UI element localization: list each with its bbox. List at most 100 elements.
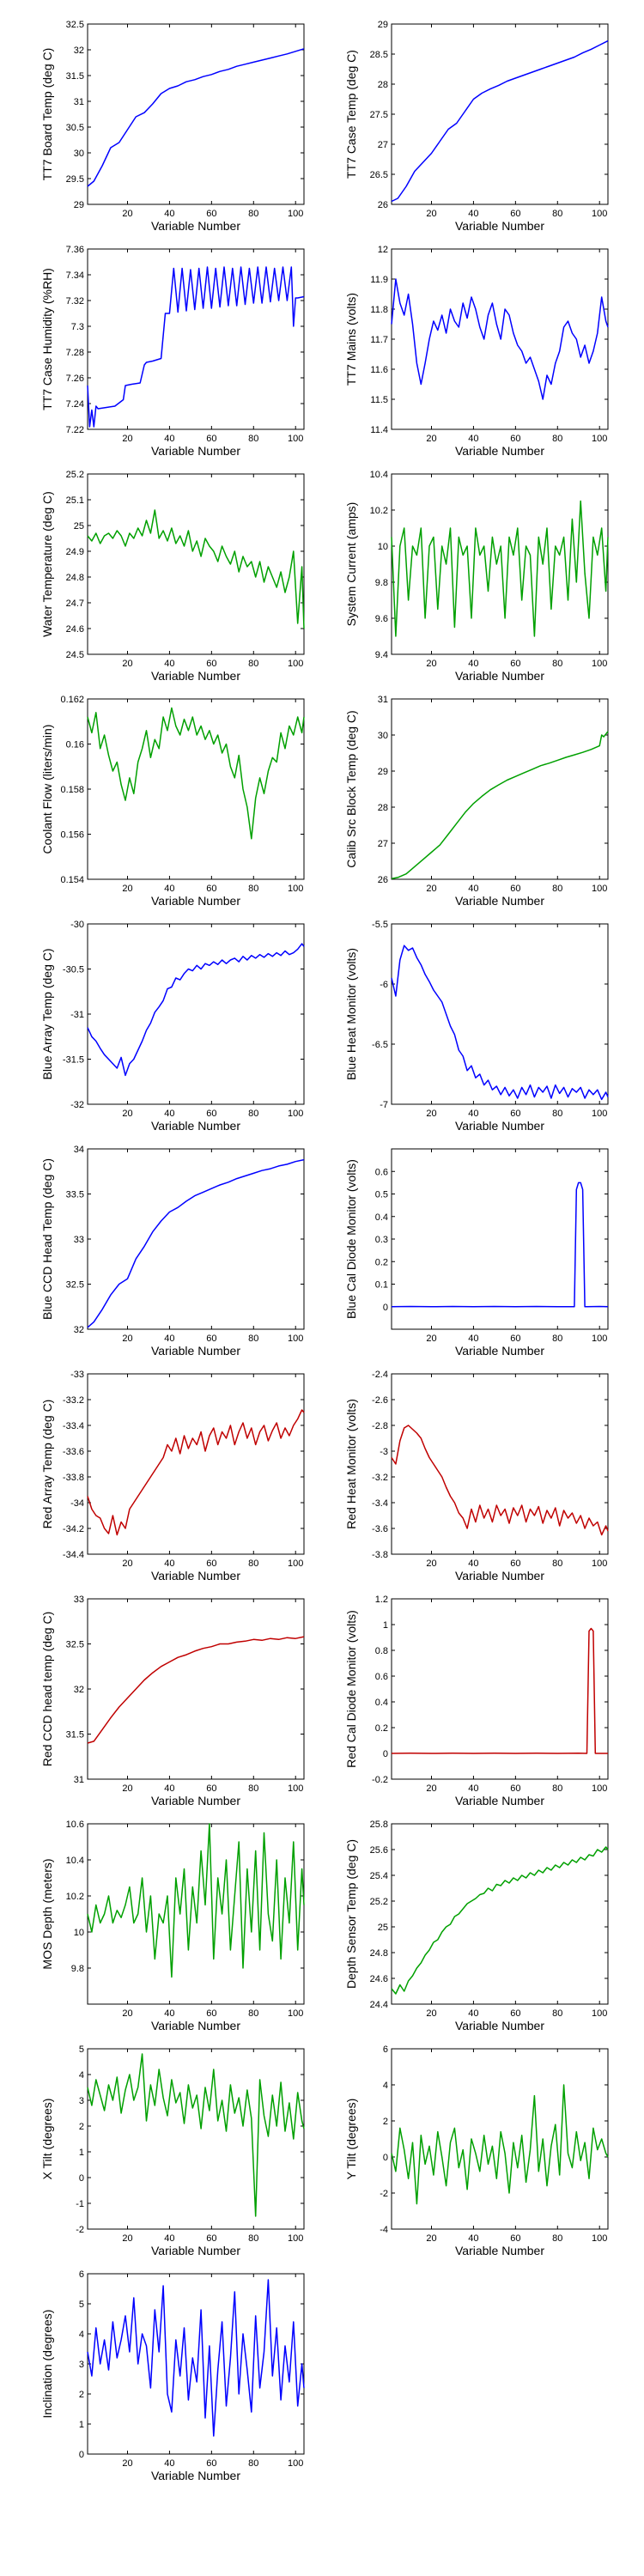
y-tick-label: -31 [70,1010,84,1020]
x-tick-label: 60 [510,659,520,669]
series-line [87,1409,305,1536]
y-tick-label: 0 [383,2153,388,2163]
y-tick-label: -2.4 [372,1370,388,1380]
y-tick-label: 0.5 [375,1190,388,1200]
x-tick-label: 100 [592,659,607,669]
x-tick-label: 80 [248,1334,258,1344]
x-tick-label: 100 [592,1109,607,1119]
y-tick-label: 0.16 [66,740,84,750]
y-tick-label: 1 [79,2420,84,2430]
y-tick-label: 10 [378,542,388,552]
x-tick-label: 40 [468,2008,478,2019]
chart-panel-17: 20 40 60 80 100 9.8 10 10.2 10.4 10.6 Variable Num… [40,1820,305,2032]
x-tick-label: 100 [288,659,303,669]
chart-panel-4: 20 40 60 80 100 11.4 11.5 11.6 11.7 11.8 11.9 12 Var… [344,245,609,458]
x-axis-label: Variable Number [455,1344,544,1358]
y-tick-label: 1.2 [375,1595,388,1605]
x-tick-label: 40 [468,2233,478,2244]
x-tick-label: 60 [510,2008,520,2019]
x-tick-label: 20 [426,1109,436,1119]
series-line [391,1627,608,1754]
x-axis-label: Variable Number [151,2244,240,2257]
y-tick-label: 32 [74,46,84,56]
series-line [87,2279,305,2437]
chart-panel-7: 20 40 60 80 100 0.154 0.156 0.158 0.16 0.162 Varia… [40,695,305,908]
y-tick-label: 1 [79,2148,84,2158]
x-axis-label: Variable Number [151,2019,240,2032]
x-axis-label: Variable Number [151,1119,240,1133]
x-tick-label: 40 [468,1783,478,1794]
x-axis-label: Variable Number [455,219,544,233]
y-tick-label: 24.8 [66,573,84,583]
x-tick-label: 40 [468,1334,478,1344]
y-tick-label: 7.28 [66,348,84,358]
x-tick-label: 80 [248,1109,258,1119]
plot-frame [391,23,609,205]
x-tick-label: 60 [206,2008,216,2019]
y-axis-label: MOS Depth (meters) [40,1858,54,1969]
plot-frame [87,23,305,205]
series-line [87,1636,305,1744]
x-tick-label: 60 [510,2233,520,2244]
x-tick-label: 40 [164,1109,174,1119]
y-tick-label: 0.2 [375,1257,388,1267]
x-tick-label: 100 [592,209,607,219]
x-tick-label: 60 [206,2458,216,2469]
series-line [391,1182,609,1308]
chart-panel-10: 20 40 60 80 100 -7 -6.5 -6 -5.5 Variable Number Bl… [344,920,609,1133]
y-tick-label: 10 [74,1928,84,1938]
y-tick-label: 27 [378,140,388,150]
chart-panel-16: 20 40 60 80 100 -0.2 0 0.2 0.4 0.6 0.8 1 1.2 Variable… [344,1595,609,1807]
x-tick-label: 40 [468,884,478,894]
y-axis-label: System Current (amps) [344,502,358,627]
y-tick-label: 4 [383,2081,388,2091]
x-axis-label: Variable Number [455,444,544,458]
y-tick-label: -1 [76,2199,84,2209]
y-tick-label: 11.9 [370,275,388,285]
y-tick-label: 26 [378,200,388,210]
y-tick-label: 7.32 [66,296,84,307]
y-axis-label: TT7 Case Temp (deg C) [344,50,358,179]
y-axis-label: TT7 Mains (volts) [344,293,358,386]
y-tick-label: 27.5 [370,110,388,120]
chart-panel-2: 20 40 60 80 100 26 26.5 27 27.5 28 28.5 29 Variable … [344,20,609,233]
y-tick-label: 25 [74,521,84,532]
y-tick-label: 0 [383,1303,388,1313]
x-tick-label: 80 [552,884,562,894]
y-tick-label: 11.7 [370,335,388,345]
series-line [87,48,305,187]
y-tick-label: 25.2 [370,1897,388,1907]
x-tick-label: 20 [122,884,132,894]
x-tick-label: 20 [426,209,436,219]
y-tick-label: 28 [378,803,388,813]
x-tick-label: 20 [122,1783,132,1794]
plot-frame [87,1598,305,1780]
x-axis-label: Variable Number [151,894,240,908]
y-tick-label: 25.4 [370,1871,388,1881]
plot-frame [391,473,609,655]
x-tick-label: 40 [164,434,174,444]
x-tick-label: 100 [288,2458,303,2469]
x-tick-label: 20 [122,2458,132,2469]
y-tick-label: 34 [74,1145,84,1155]
x-axis-label: Variable Number [151,444,240,458]
x-tick-label: 100 [592,2008,607,2019]
x-tick-label: 80 [552,1109,562,1119]
x-tick-label: 80 [552,209,562,219]
x-tick-label: 40 [164,2233,174,2244]
y-tick-label: 33 [74,1235,84,1245]
y-tick-label: 0 [79,2450,84,2460]
y-tick-label: 11.8 [370,305,388,315]
x-tick-label: 20 [426,2233,436,2244]
y-tick-label: 24.7 [66,598,84,609]
y-axis-label: Calib Src Block Temp (deg C) [344,710,358,867]
x-tick-label: 20 [426,1783,436,1794]
y-tick-label: 0.2 [375,1723,388,1734]
y-tick-label: 33.5 [66,1190,84,1200]
series-line [391,731,609,879]
chart-panel-19: 20 40 60 80 100 -2 -1 0 1 2 3 4 5 Variable Number X Ti… [40,2044,305,2257]
x-tick-label: 20 [426,659,436,669]
x-tick-label: 60 [510,1109,520,1119]
y-tick-label: -0.2 [372,1775,388,1785]
series-line [87,943,305,1077]
